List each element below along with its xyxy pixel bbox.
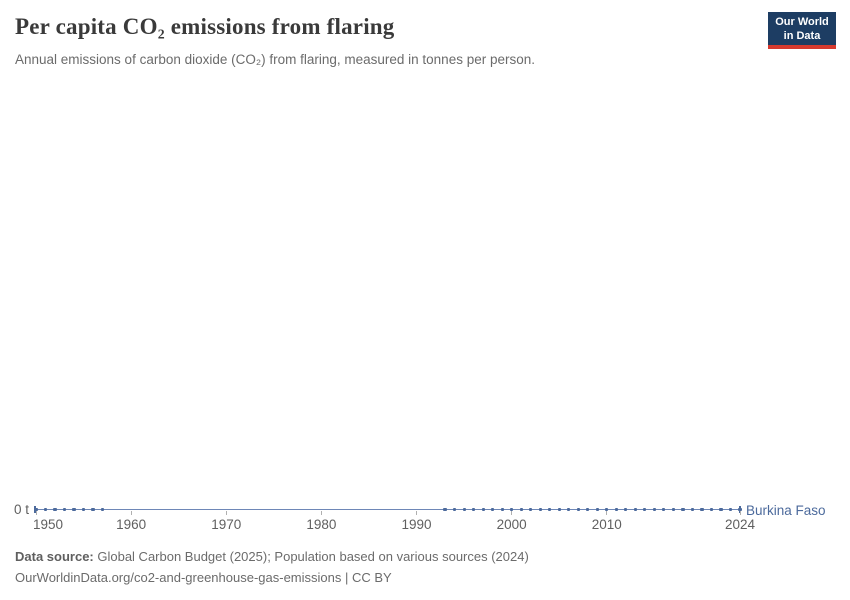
data-point-marker	[491, 507, 495, 511]
footer-source-line: Data source: Global Carbon Budget (2025)…	[15, 546, 529, 567]
data-point-marker	[624, 507, 628, 511]
x-axis-tick	[320, 510, 322, 515]
data-point-marker	[519, 507, 523, 511]
data-point-marker	[738, 507, 742, 511]
data-point-marker	[538, 507, 542, 511]
owid-logo-red-bar	[768, 45, 836, 49]
data-point-marker	[500, 507, 504, 511]
data-point-marker	[595, 507, 599, 511]
y-axis-zero-label: 0 t	[13, 502, 29, 517]
x-axis-tick-label: 1980	[306, 517, 337, 532]
data-point-marker	[633, 507, 637, 511]
x-axis-tick-label: 1990	[401, 517, 432, 532]
data-point-marker	[510, 507, 514, 511]
data-point-marker	[576, 507, 580, 511]
data-point-marker	[34, 507, 38, 511]
x-axis-tick-label: 1960	[116, 517, 147, 532]
data-point-marker	[557, 507, 561, 511]
x-axis-tick-label: 2000	[496, 517, 527, 532]
data-point-marker	[443, 507, 447, 511]
footer-source-label: Data source:	[15, 549, 94, 564]
data-point-marker	[614, 507, 618, 511]
data-point-marker	[681, 507, 685, 511]
chart-title: Per capita CO₂ emissions from flaring	[15, 14, 395, 39]
data-point-marker	[53, 507, 57, 511]
data-point-marker	[462, 507, 466, 511]
data-point-marker	[62, 507, 67, 511]
data-point-marker	[728, 507, 733, 511]
x-axis-tick	[606, 510, 608, 515]
data-point-marker	[709, 507, 714, 511]
x-axis-tick	[511, 510, 513, 515]
footer-source-text: Global Carbon Budget (2025); Population …	[93, 549, 529, 564]
data-point-marker	[43, 507, 48, 511]
data-point-marker	[662, 507, 666, 511]
data-point-marker	[529, 507, 533, 511]
data-point-marker	[81, 507, 86, 511]
data-point-marker	[719, 507, 723, 511]
data-point-marker	[605, 507, 609, 511]
x-axis-tick-label: 2010	[591, 517, 622, 532]
footer-link-line: OurWorldinData.org/co2-and-greenhouse-ga…	[15, 570, 392, 585]
data-point-marker	[472, 507, 476, 511]
chart-footer: Data source: Global Carbon Budget (2025)…	[15, 546, 529, 588]
chart-subtitle: Annual emissions of carbon dioxide (CO₂)…	[15, 52, 535, 67]
owid-logo-text: Our World in Data	[768, 12, 836, 43]
data-point-marker	[586, 507, 590, 511]
x-axis-tick-label: 1950	[32, 517, 64, 532]
data-point-marker	[548, 507, 552, 511]
data-point-marker	[671, 507, 675, 511]
series-entity-label: Burkina Faso	[746, 502, 826, 518]
data-point-marker	[481, 507, 485, 511]
owid-logo: Our World in Data	[768, 12, 836, 49]
data-point-marker	[700, 507, 704, 511]
data-point-marker	[452, 507, 457, 511]
x-axis-tick	[416, 510, 418, 515]
x-axis-tick	[739, 510, 741, 515]
data-point-marker	[72, 507, 76, 511]
data-point-marker	[91, 507, 95, 511]
x-axis-tick	[35, 510, 37, 515]
series-line	[36, 508, 740, 511]
x-axis-tick	[130, 510, 132, 515]
owid-logo-line1: Our World	[775, 16, 829, 28]
x-axis-tick	[225, 510, 227, 515]
owid-logo-line2: in Data	[783, 29, 821, 42]
x-axis-tick-label: 1970	[211, 517, 242, 532]
data-point-marker	[643, 507, 647, 511]
x-axis-tick-label: 2024	[724, 517, 756, 532]
data-point-marker	[652, 507, 656, 511]
data-point-marker	[690, 507, 695, 511]
data-point-marker	[567, 507, 571, 511]
data-point-marker	[100, 507, 105, 511]
